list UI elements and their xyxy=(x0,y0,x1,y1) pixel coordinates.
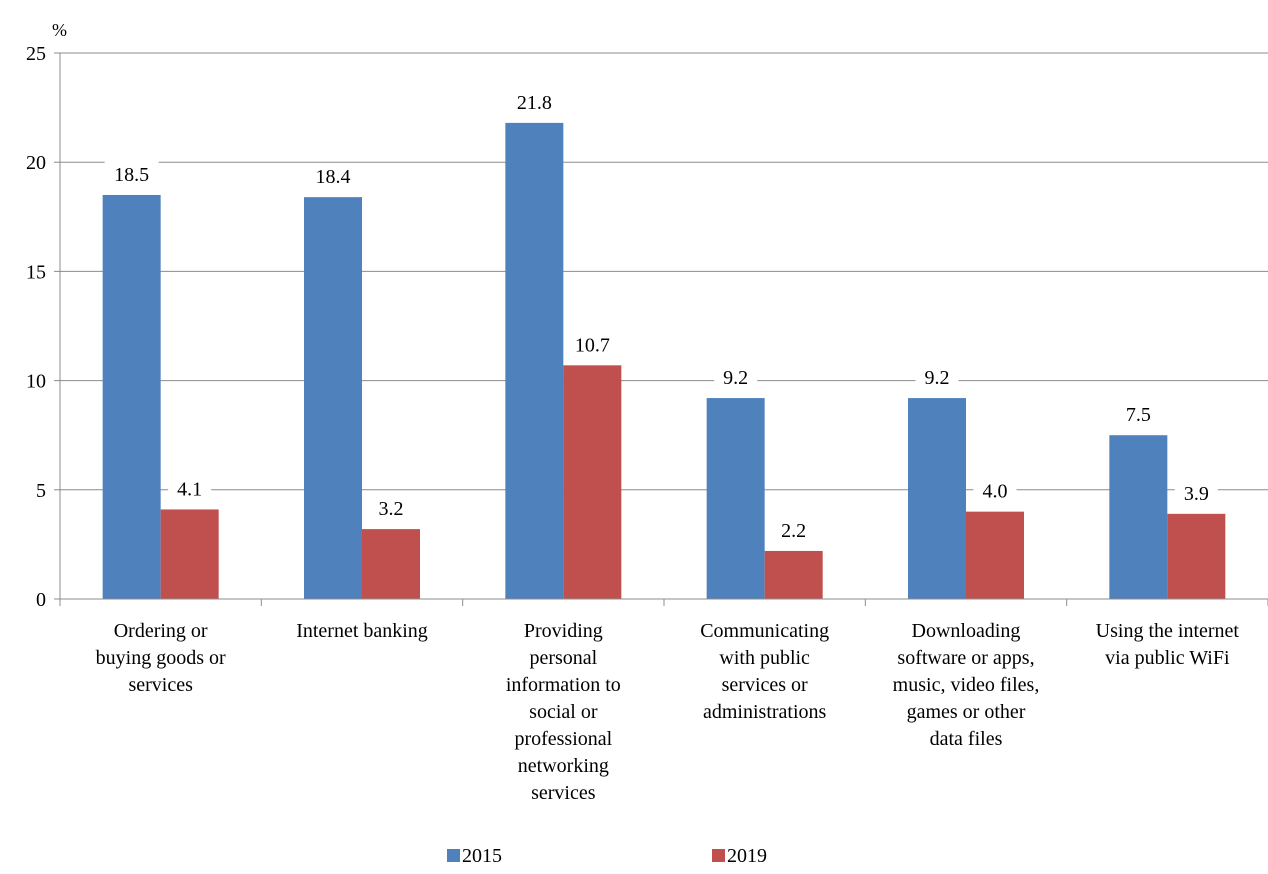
data-label-2015-4: 9.2 xyxy=(925,367,950,389)
category-label-3: Communicating with public services or admin… xyxy=(700,620,829,723)
y-tick-label: 5 xyxy=(36,480,46,502)
category-label-line: Internet banking xyxy=(296,620,428,642)
data-label-2019-4: 4.0 xyxy=(983,481,1008,503)
data-label-bg xyxy=(507,88,562,115)
y-tick-label: 15 xyxy=(26,261,46,283)
bar-2019-5 xyxy=(1167,513,1226,599)
data-label-bg xyxy=(565,331,620,358)
data-label-2019-1: 3.2 xyxy=(379,498,404,520)
y-unit-label: % xyxy=(52,20,67,40)
category-label-line: data files xyxy=(930,728,1003,750)
y-tick-label: 0 xyxy=(36,589,46,611)
bar-2015-2 xyxy=(505,122,564,599)
category-label-line: personal xyxy=(529,647,597,669)
data-label-2019-5: 3.9 xyxy=(1184,483,1209,505)
category-label-line: Using the internet xyxy=(1096,620,1240,642)
bar-2019-3 xyxy=(764,550,823,599)
bar-2015-0 xyxy=(102,194,161,599)
category-label-line: information to xyxy=(506,674,621,696)
category-label-4: Downloading software or apps, music, video… xyxy=(893,620,1040,750)
data-label-2019-3: 2.2 xyxy=(781,520,806,542)
data-label-2015-3: 9.2 xyxy=(723,367,748,389)
category-labels: Ordering or buying goods or services Intern… xyxy=(96,620,1240,804)
axes: 0 5 10 15 20 25 xyxy=(26,43,1268,611)
category-label-line: Ordering or xyxy=(114,620,208,642)
category-label-line: services xyxy=(128,674,193,696)
legend: 2015 2019 xyxy=(447,845,767,867)
data-label-2019-2: 10.7 xyxy=(575,334,610,356)
legend-label-2019: 2019 xyxy=(727,845,767,867)
data-label-bg xyxy=(1174,479,1218,506)
category-label-line: social or xyxy=(529,701,598,723)
data-label-2015-5: 7.5 xyxy=(1126,404,1151,426)
category-label-line: administrations xyxy=(703,701,827,723)
data-label-bg xyxy=(714,364,758,391)
bar-2015-3 xyxy=(706,398,765,599)
gridlines xyxy=(60,52,1268,491)
bars xyxy=(102,122,1226,600)
category-label-line: with public xyxy=(719,647,810,669)
data-label-2019-0: 4.1 xyxy=(177,478,202,500)
bar-2015-5 xyxy=(1109,435,1168,599)
data-label-bg xyxy=(306,163,360,190)
category-label-line: buying goods or xyxy=(96,647,226,669)
data-label-bg xyxy=(369,495,413,522)
category-label-line: software or apps, xyxy=(897,647,1034,669)
data-labels: 18.5 4.1 18.4 3.2 21.8 10.7 9.2 2.2 9.2 4.0 7.5 3.9 xyxy=(104,88,1218,543)
bar-2015-1 xyxy=(304,197,362,600)
data-label-bg xyxy=(772,516,816,543)
category-label-line: services xyxy=(531,782,596,804)
category-label-1: Internet banking xyxy=(296,620,428,642)
y-tick-label: 20 xyxy=(26,152,46,174)
bar-2019-2 xyxy=(563,365,622,599)
category-label-line: Communicating xyxy=(700,620,829,642)
data-label-bg xyxy=(973,477,1017,504)
legend-label-2015: 2015 xyxy=(462,845,502,867)
category-label-5: Using the internet via public WiFi xyxy=(1096,620,1240,669)
data-label-2015-2: 21.8 xyxy=(517,92,552,114)
category-label-line: Providing xyxy=(524,620,603,642)
bar-2019-4 xyxy=(966,511,1024,599)
data-label-2015-0: 18.5 xyxy=(114,164,149,186)
y-tick-label: 25 xyxy=(26,43,46,65)
data-label-bg xyxy=(1116,401,1160,428)
bar-2019-1 xyxy=(362,529,420,599)
category-label-line: games or other xyxy=(907,701,1026,723)
data-label-2015-1: 18.4 xyxy=(316,166,351,188)
bar-2015-4 xyxy=(908,398,966,599)
legend-swatch-2015 xyxy=(447,849,460,862)
data-label-bg xyxy=(915,364,959,391)
y-tick-label: 10 xyxy=(26,371,46,393)
category-label-0: Ordering or buying goods or services xyxy=(96,620,226,696)
legend-swatch-2019 xyxy=(712,849,725,862)
category-label-line: music, video files, xyxy=(893,674,1040,696)
data-label-bg xyxy=(168,475,212,502)
bar-2019-0 xyxy=(160,509,219,599)
category-label-2: Providing personal information to social or… xyxy=(506,620,621,804)
category-label-line: services or xyxy=(722,674,808,696)
category-label-line: via public WiFi xyxy=(1105,647,1230,669)
category-label-line: networking xyxy=(518,755,609,777)
data-label-bg xyxy=(104,160,159,187)
category-label-line: Downloading xyxy=(912,620,1021,642)
category-label-line: professional xyxy=(514,728,612,750)
